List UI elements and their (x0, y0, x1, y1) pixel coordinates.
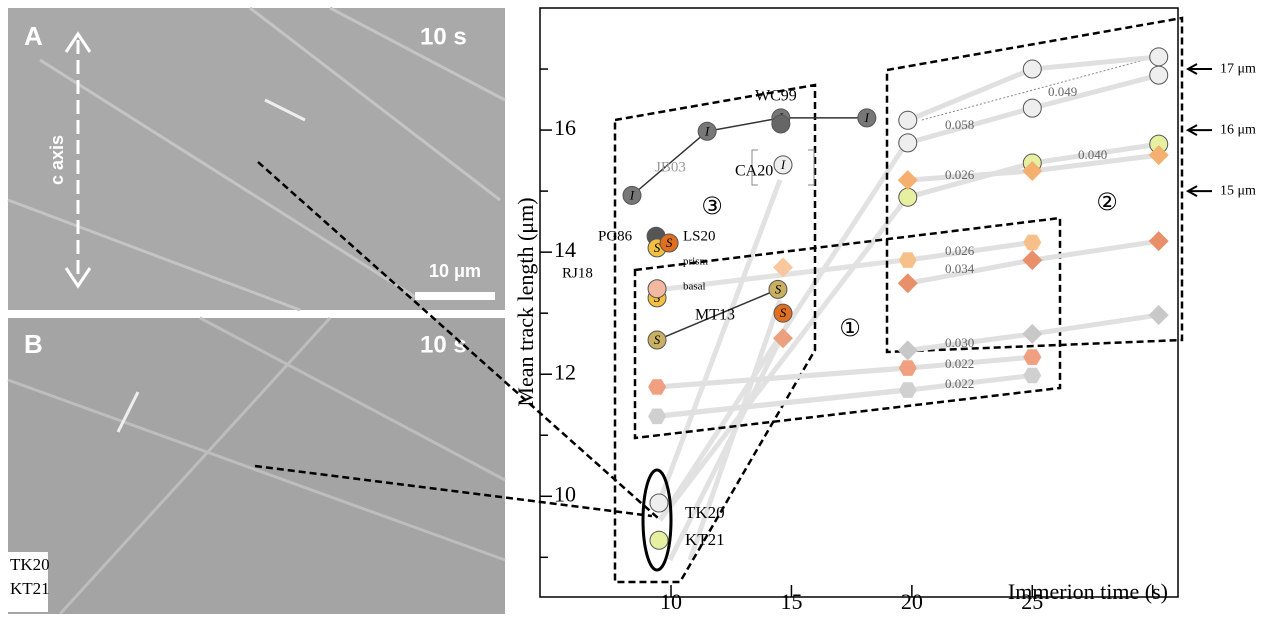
annotation: 0.049 (1048, 84, 1077, 99)
tag: KT21 (10, 579, 50, 598)
data-marker (899, 134, 917, 152)
annotation: ① (839, 314, 861, 342)
annotation: 0.022 (945, 376, 974, 391)
data-marker (898, 170, 918, 190)
series-line (632, 118, 867, 196)
annotation: 0.058 (945, 117, 974, 132)
data-marker (1023, 99, 1041, 117)
data-marker (898, 273, 918, 293)
data-marker (650, 494, 668, 512)
data-marker (899, 111, 917, 129)
data-marker (648, 280, 666, 298)
panel-a: A 10 s c axis 10 μm (8, 8, 505, 310)
data-marker (899, 188, 917, 206)
data-marker (648, 379, 666, 395)
data-marker (650, 531, 668, 549)
data-marker (1149, 305, 1169, 325)
x-tick-label: 25 (1021, 589, 1043, 614)
marker-letter: S (775, 281, 782, 296)
annotation: MT13 (695, 307, 735, 324)
marker-letter: I (864, 110, 870, 125)
annotation: KT21 (685, 530, 725, 549)
annotation: TK20 (685, 503, 725, 522)
marker-letter: S (666, 235, 673, 250)
panel-letter: B (24, 329, 43, 359)
data-marker (1023, 368, 1041, 384)
data-marker (898, 340, 918, 360)
data-marker (772, 115, 790, 133)
x-tick-label: 10 (660, 589, 682, 614)
marker-arrow (1188, 125, 1212, 135)
annotation: 0.022 (945, 356, 974, 371)
annotation: LS20 (683, 228, 716, 244)
marker-label: 17 μm (1220, 61, 1256, 76)
marker-label: 15 μm (1220, 183, 1256, 198)
annotation: 0.040 (1078, 147, 1107, 162)
y-tick-label: 12 (554, 359, 576, 384)
y-tick-label: 10 (554, 481, 576, 506)
annotation: ② (1096, 188, 1118, 216)
scale-text: 10 μm (429, 261, 481, 281)
data-marker (1022, 324, 1042, 344)
figure: A 10 s c axis 10 μm B 10 s TK20 KT21 Mea… (0, 0, 1284, 614)
data-marker (899, 360, 917, 376)
panel-time: 10 s (420, 331, 467, 358)
panel-time: 10 s (420, 23, 467, 50)
background-lines (657, 145, 905, 560)
data-marker (1023, 349, 1041, 365)
x-tick-label: 20 (901, 589, 923, 614)
data-marker (899, 382, 917, 398)
annotation: 0.030 (945, 335, 974, 350)
data-marker (899, 252, 917, 268)
marker-arrow (1188, 64, 1212, 74)
page: {"panels": [{"letter": "A", "time": "10 … (0, 0, 1284, 614)
highlight-ellipse (643, 470, 671, 570)
data-marker (1023, 60, 1041, 78)
x-tick-label: 15 (780, 589, 802, 614)
annotation: JB03 (655, 159, 686, 175)
chart: Mean track length (μm) Immerion time (s)… (513, 8, 1182, 614)
annotation: prism (683, 256, 709, 268)
annotation: RJ18 (562, 265, 593, 281)
marker-letter: I (704, 123, 710, 138)
scale-bar (415, 292, 495, 300)
marker-letter: S (654, 332, 661, 347)
y-tick-label: 14 (554, 237, 576, 262)
data-marker (1022, 250, 1042, 270)
y-axis-label: Mean track length (μm) (513, 197, 538, 406)
annotation: 0.026 (945, 167, 975, 182)
data-marker (1150, 48, 1168, 66)
marker-arrow (1188, 186, 1212, 196)
annotation: 0.034 (945, 261, 975, 276)
y-tick-label: 16 (554, 115, 576, 140)
data-marker (648, 409, 666, 425)
marker-letter: I (780, 157, 786, 172)
data-marker (1023, 235, 1041, 251)
data-marker (1149, 231, 1169, 251)
annotation: ③ (701, 192, 723, 220)
annotation: CA20 (735, 163, 773, 180)
annotation: PG86 (598, 228, 633, 244)
annotation: basal (683, 281, 706, 293)
marker-letter: S (780, 305, 787, 320)
annotation: WC99 (755, 88, 797, 105)
axis-text: c axis (47, 135, 67, 185)
panel-letter: A (24, 21, 43, 51)
data-marker (1150, 66, 1168, 84)
tag: TK20 (10, 555, 50, 574)
annotation: 0.026 (945, 243, 975, 258)
marker-letter: I (629, 187, 635, 202)
marker-label: 16 μm (1220, 122, 1256, 137)
